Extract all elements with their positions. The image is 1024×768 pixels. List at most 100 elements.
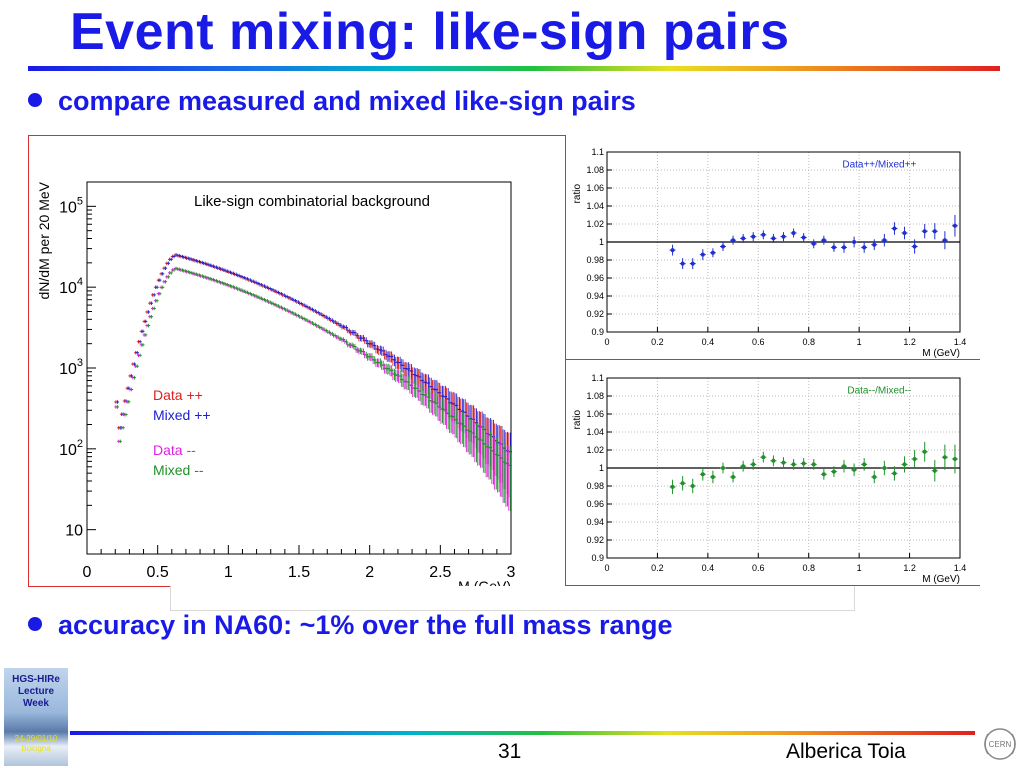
data-point <box>912 244 917 249</box>
slide-title: Event mixing: like-sign pairs <box>70 3 790 61</box>
x-axis-label: M (GeV) <box>922 348 960 359</box>
data-point <box>942 238 947 243</box>
x-tick-label: 2.5 <box>429 564 451 581</box>
y-tick-label: 0.98 <box>586 255 604 265</box>
x-tick-label: 0 <box>604 337 609 347</box>
x-axis-label: M (GeV) <box>458 578 511 586</box>
chart-title: Like-sign combinatorial background <box>194 193 430 210</box>
main-chart: 0 0.5 1 1.5 2 2.5 3 10 102 103 104 105 M (GeV) dN/dM … <box>36 181 516 586</box>
x-tick-label: 2 <box>365 564 374 581</box>
lecture-week-logo: HGS-HIRe Lecture Week 24-29/01/10 Bologn… <box>4 668 68 766</box>
x-tick-label: 0.2 <box>651 337 664 347</box>
y-tick-label: 104 <box>59 276 83 297</box>
y-tick-label: 0.92 <box>586 535 604 545</box>
x-axis-label: M (GeV) <box>922 574 960 585</box>
data-point <box>862 245 867 250</box>
x-tick-label: 0.4 <box>702 563 715 573</box>
data-point <box>680 261 685 266</box>
y-tick-label: 1.08 <box>586 391 604 401</box>
data-point <box>952 223 957 228</box>
y-tick-label: 0.9 <box>591 327 604 337</box>
data-point <box>882 466 887 470</box>
x-tick-label: 1.2 <box>903 563 916 573</box>
bullet-item-2: accuracy in NA60: ~1% over the full mass… <box>28 610 673 641</box>
logo-text: HGS-HIRe Lecture Week <box>12 674 60 709</box>
data-point <box>862 462 867 467</box>
y-tick-label: 0.96 <box>586 273 604 283</box>
x-tick-label: 1 <box>857 563 862 573</box>
y-tick-label: 1.1 <box>591 373 604 383</box>
data-point <box>720 466 725 470</box>
y-tick-label: 103 <box>59 357 83 378</box>
data-point <box>842 245 847 250</box>
y-tick-label: 0.96 <box>586 499 604 509</box>
y-axis-label: dN/dM per 20 MeV <box>36 181 52 299</box>
data-point <box>710 250 715 255</box>
y-tick-label: 102 <box>59 438 83 459</box>
ratio-chart-mm: 0 0.2 0.4 0.6 0.8 1 1.2 1.4 0.9 0.92 0.94 0.96 0.98 1… <box>572 373 967 585</box>
x-tick-label: 1 <box>224 564 233 581</box>
x-tick-label: 1.5 <box>288 564 310 581</box>
ratio-legend-mm: Data--/Mixed-- <box>847 385 911 396</box>
data-point <box>720 244 725 249</box>
x-tick-label: 3 <box>507 564 516 581</box>
data-point <box>821 238 826 243</box>
x-tick-label: 0 <box>83 564 92 581</box>
ratio-plot-panel-pp: 0 0.2 0.4 0.6 0.8 1 1.2 1.4 0.9 0.92 0.94 0.96 0.98 1… <box>566 135 980 360</box>
title-underline <box>28 66 1000 71</box>
main-plot-panel: 0 0.5 1 1.5 2 2.5 3 10 102 103 104 105 M (GeV) dN/dM … <box>28 135 566 587</box>
data-point <box>710 475 715 479</box>
author-name: Alberica Toia <box>786 740 906 763</box>
data-point <box>801 461 806 466</box>
y-tick-label: 1.04 <box>586 427 604 437</box>
data-point <box>942 455 947 460</box>
x-tick-label: 0.5 <box>147 564 169 581</box>
data-point <box>680 481 685 486</box>
ratio-plot-panel-mm: 0 0.2 0.4 0.6 0.8 1 1.2 1.4 0.9 0.92 0.94 0.96 0.98 1… <box>566 361 980 586</box>
x-tick-label: 1.4 <box>954 337 967 347</box>
y-tick-label: 1.02 <box>586 445 604 455</box>
data-point <box>892 471 897 476</box>
data-point <box>912 457 917 461</box>
y-tick-label: 0.94 <box>586 291 604 301</box>
ratio-chart-pp: 0 0.2 0.4 0.6 0.8 1 1.2 1.4 0.9 0.92 0.94 0.96 0.98 1… <box>572 147 967 359</box>
data-point <box>831 469 836 474</box>
data-point <box>932 229 937 234</box>
data-point <box>811 241 816 246</box>
data-point <box>670 484 675 489</box>
y-tick-label: 1.08 <box>586 165 604 175</box>
data-point <box>700 472 705 477</box>
data-point <box>902 462 907 467</box>
data-point <box>761 455 766 460</box>
data-point <box>842 464 847 469</box>
y-tick-label: 10 <box>65 523 83 540</box>
data-point <box>811 462 816 467</box>
series-mixed-3 <box>115 266 512 511</box>
plot-frame <box>86 181 512 555</box>
data-point <box>731 238 736 243</box>
legend-entry: Mixed -- <box>153 462 204 478</box>
data-point <box>922 229 927 234</box>
x-tick-label: 0.2 <box>651 563 664 573</box>
page-number: 31 <box>498 740 522 763</box>
y-tick-label: 105 <box>59 195 83 216</box>
data-point <box>700 252 705 257</box>
x-tick-label: 1.4 <box>954 563 967 573</box>
data-point <box>670 248 675 253</box>
bullet-text-2: accuracy in NA60: ~1% over the full mass… <box>58 610 673 640</box>
data-point <box>781 460 786 465</box>
y-tick-label: 0.94 <box>586 517 604 527</box>
y-tick-label: 1.1 <box>591 147 604 157</box>
x-tick-label: 0.4 <box>702 337 715 347</box>
bullet-item-1: compare measured and mixed like-sign pai… <box>28 86 636 117</box>
data-point <box>852 467 857 472</box>
data-point <box>690 261 695 266</box>
ratio-legend-pp: Data++/Mixed++ <box>842 159 916 170</box>
y-tick-label: 1.04 <box>586 201 604 211</box>
panel-shadow <box>170 586 855 611</box>
y-tick-label: 1 <box>599 463 604 473</box>
y-axis-label: ratio <box>572 410 583 430</box>
series-data-0 <box>114 253 511 498</box>
x-tick-label: 1 <box>857 337 862 347</box>
x-tick-label: 0 <box>604 563 609 573</box>
